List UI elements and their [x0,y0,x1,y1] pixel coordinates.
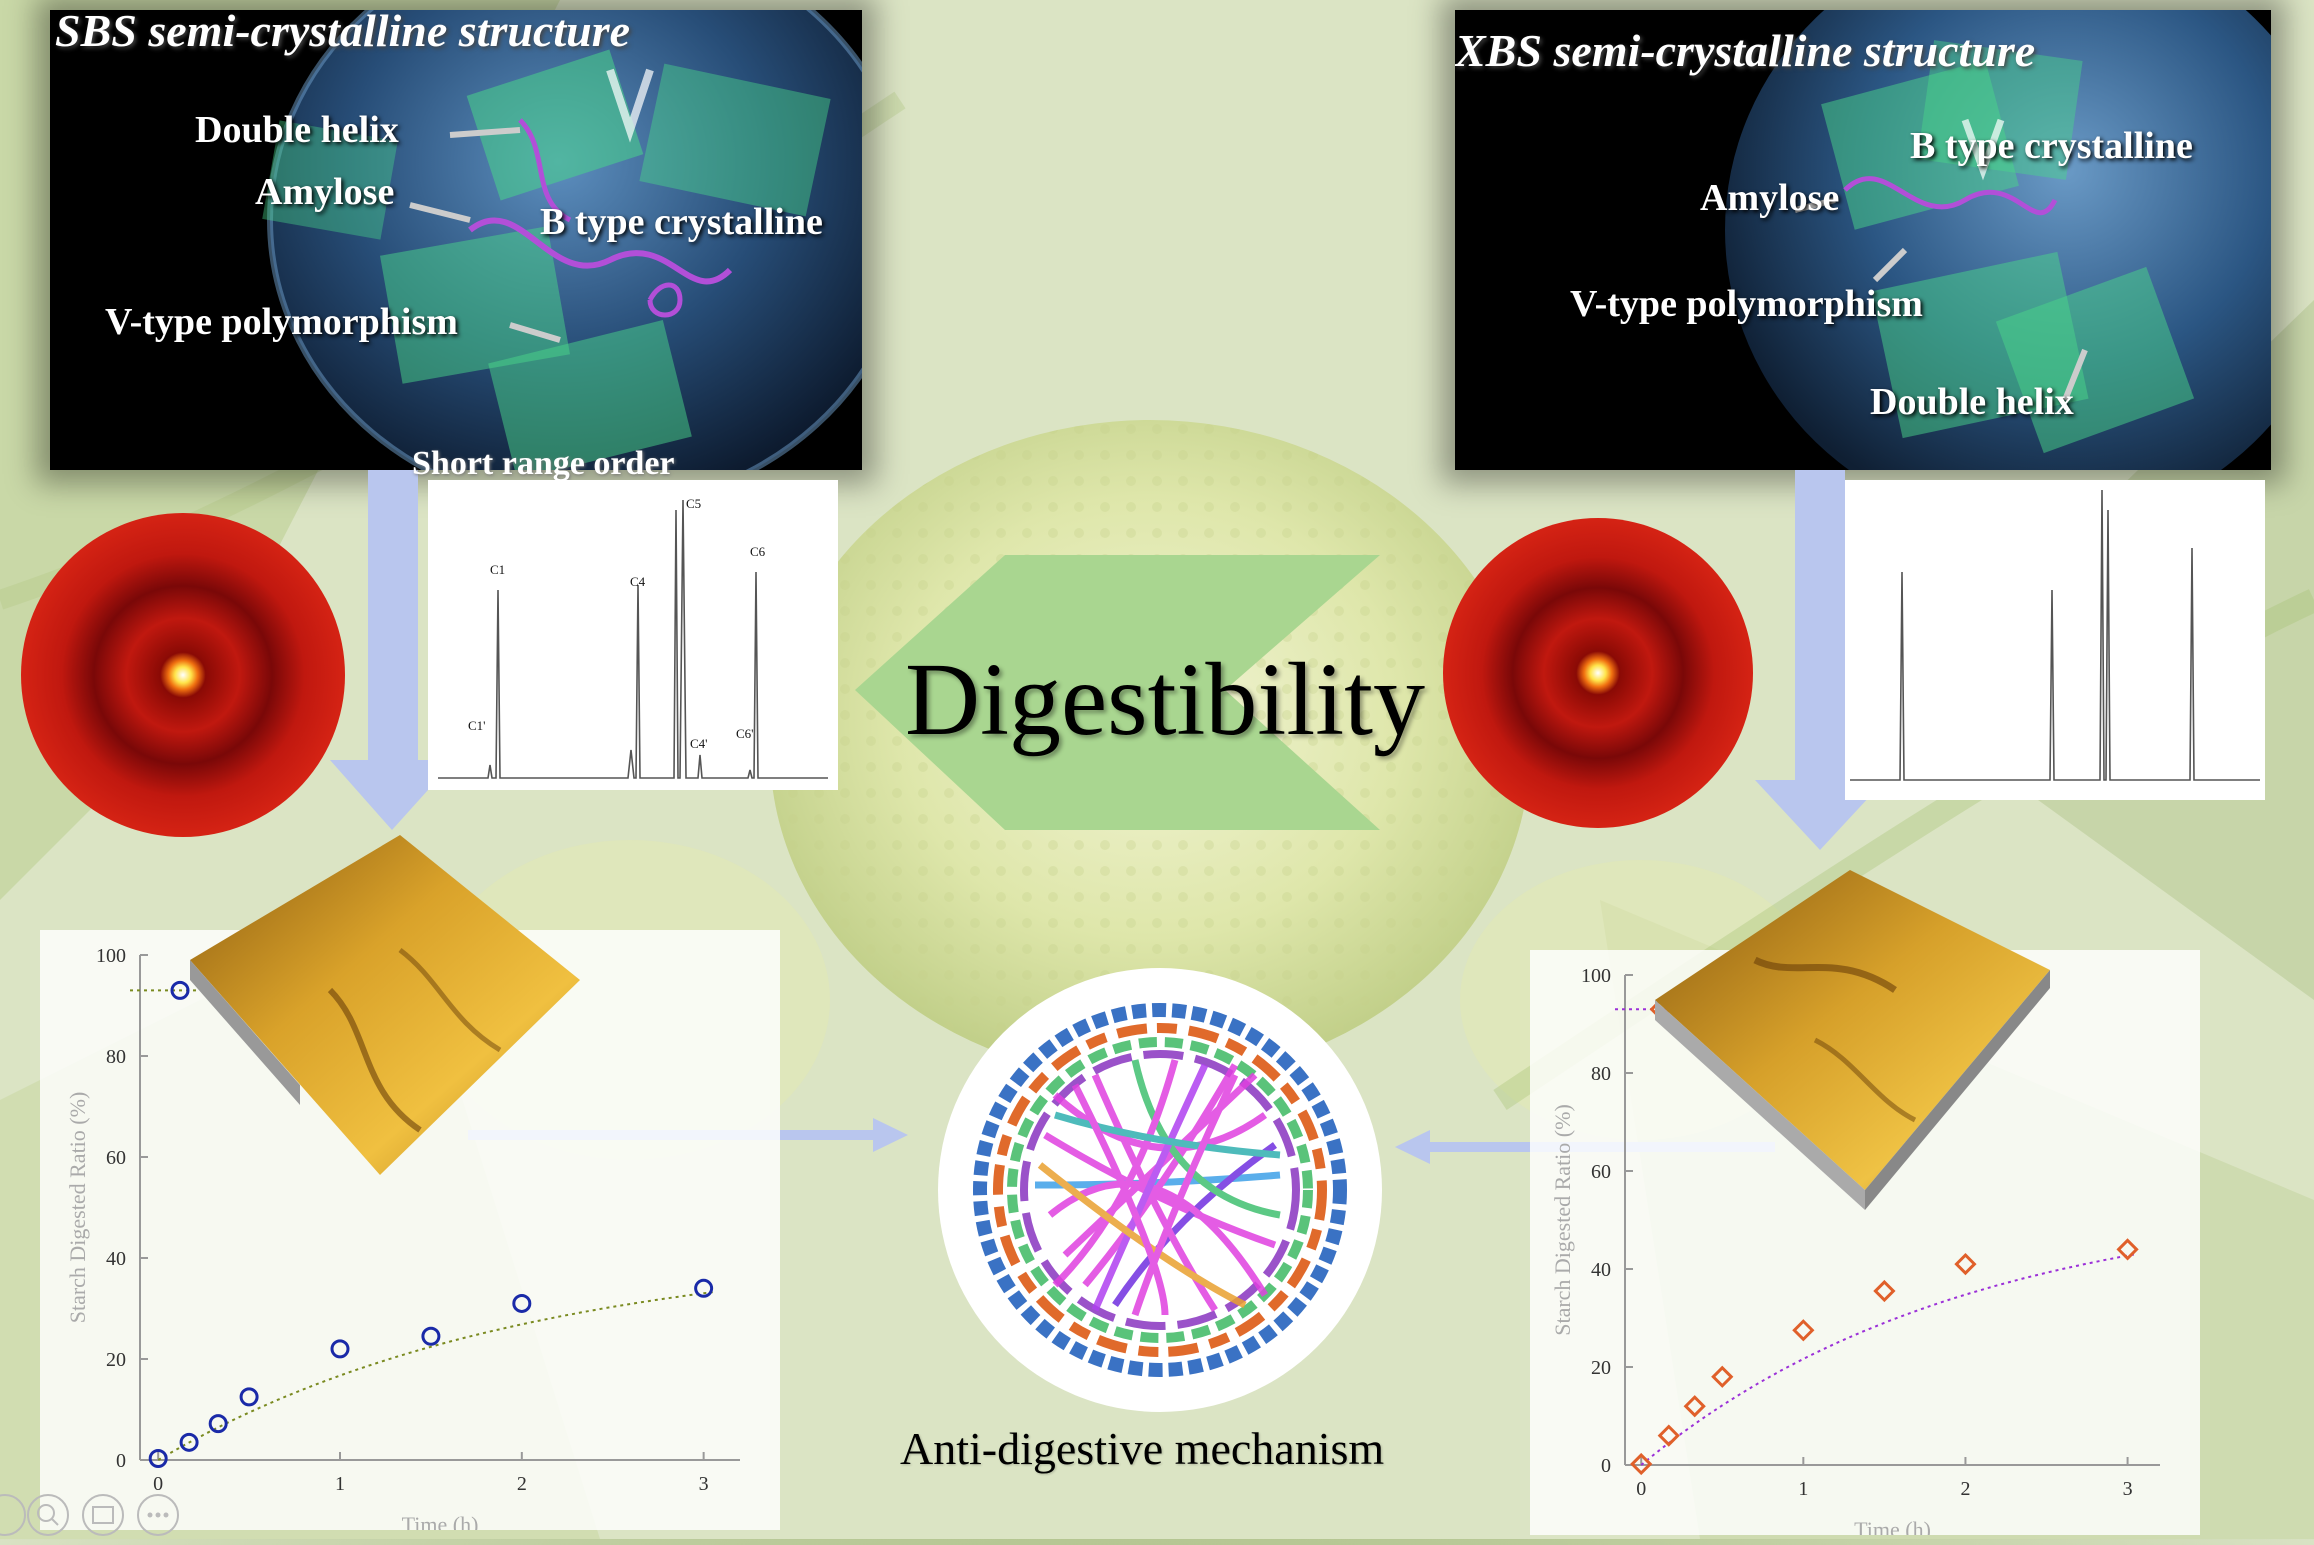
y-tick-label: 60 [1591,1161,1611,1183]
sbs-saxs-pattern [21,513,345,837]
xbs-granule-illustration [1725,10,2271,470]
data-point [694,1278,714,1298]
xbs-label-double-helix: Double helix [1870,381,2074,423]
data-point [1657,1424,1680,1447]
sbs-panel-title: SBS semi-crystalline structure [55,10,631,56]
digestibility-chevron [855,555,1380,830]
fit-curve [1640,1253,2136,1466]
short-range-order-label: Short range order [412,445,675,482]
x-tick-label: 0 [153,1473,163,1495]
y-tick-label: 100 [1581,965,1611,987]
fit-curve [157,1291,713,1461]
nmr-peak-c6-prime: C6' [736,726,754,741]
x-axis-label: Time (h) [402,1512,479,1530]
sbs-label-v-type-polymorphism: V-type polymorphism [105,301,458,343]
data-point [1683,1395,1706,1418]
data-point [148,1448,168,1468]
circos-diagram [938,968,1382,1412]
x-tick-label: 3 [699,1473,709,1495]
sbs-label-double-helix: Double helix [195,109,399,151]
xbs-structure-panel: XBS semi-crystalline structure B type cr… [1455,10,2271,470]
x-tick-label: 1 [335,1473,345,1495]
y-tick-label: 0 [1601,1455,1611,1477]
y-tick-label: 20 [1591,1357,1611,1379]
y-tick-label: 20 [106,1349,126,1371]
y-tick-label: 0 [116,1450,126,1472]
xbs-label-amylose: Amylose [1700,177,1840,219]
y-tick-label: 60 [106,1147,126,1169]
xbs-panel-title: XBS semi-crystalline structure [1455,25,2036,76]
y-tick-label: 100 [96,945,126,967]
data-point [170,980,190,1000]
x-tick-label: 0 [1636,1478,1646,1500]
y-tick-label: 40 [1591,1259,1611,1281]
x-tick-label: 2 [1960,1478,1970,1500]
layout-icon[interactable] [82,1494,124,1536]
x-tick-label: 3 [2123,1478,2133,1500]
sbs-label-amylose: Amylose [255,171,395,213]
data-point [330,1339,350,1359]
data-point [512,1293,532,1313]
sbs-granule-illustration [262,10,862,470]
nmr-peak-c4-prime: C4' [690,736,708,751]
xbs-afm-surface [1655,870,2050,1210]
nmr-peak-c4: C4 [630,574,646,589]
search-icon[interactable] [27,1494,69,1536]
data-point [1954,1252,1977,1276]
digestibility-label: Digestibility [905,642,1425,757]
y-tick-label: 40 [106,1248,126,1270]
data-point [1873,1279,1896,1303]
sbs-down-arrow [330,470,455,830]
xbs-label-b-type-crystalline: B type crystalline [1910,125,2193,167]
data-point [208,1414,228,1434]
nmr-peak-c5: C5 [686,496,701,511]
nmr-peak-c1: C1 [490,562,505,577]
xbs-saxs-pattern [1443,518,1753,828]
xbs-nmr-spectrum [1845,480,2265,800]
zoom-in-icon[interactable] [0,1494,26,1536]
y-axis-label: Starch Digested Ratio (%) [1550,1104,1575,1336]
sbs-afm-surface [190,835,580,1175]
y-tick-label: 80 [106,1046,126,1068]
xbs-label-v-type-polymorphism: V-type polymorphism [1570,283,1923,325]
anti-digestive-mechanism-label: Anti-digestive mechanism [900,1423,1385,1474]
x-tick-label: 2 [517,1473,527,1495]
x-tick-label: 1 [1798,1478,1808,1500]
data-point [421,1326,441,1346]
data-point [239,1387,259,1407]
sbs-nmr-spectrum: C1 C4 C5 C6 C1' C4' C6' [428,480,838,790]
y-tick-label: 80 [1591,1063,1611,1085]
y-axis-label: Starch Digested Ratio (%) [65,1092,90,1324]
more-icon[interactable] [137,1494,179,1536]
viewer-toolbar [0,1490,240,1545]
nmr-peak-c6: C6 [750,544,766,559]
sbs-label-b-type-crystalline: B type crystalline [540,201,823,243]
data-point [1630,1452,1653,1476]
nmr-peak-c1-prime: C1' [468,718,486,733]
data-point [1711,1365,1734,1388]
x-axis-label: Time (h) [1854,1517,1931,1535]
data-point [179,1432,199,1452]
data-point [2116,1238,2139,1261]
sbs-structure-panel: SBS semi-crystalline structure Double he… [50,10,862,470]
data-point [1792,1319,1815,1342]
